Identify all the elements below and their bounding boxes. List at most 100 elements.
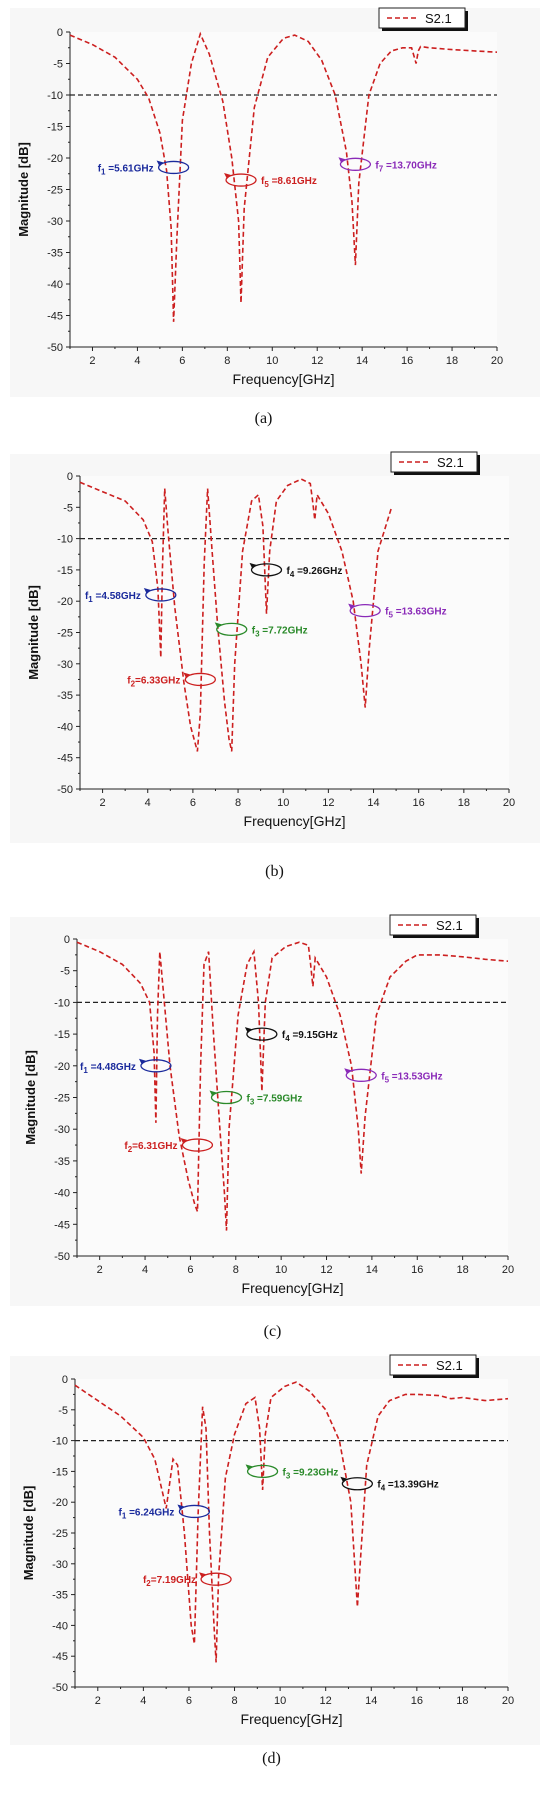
y-tick-label: -45	[54, 1219, 70, 1231]
x-tick-label: 16	[401, 355, 413, 367]
annotation-arrowhead	[244, 1027, 252, 1034]
x-tick-label: 18	[456, 1695, 468, 1707]
y-tick-label: 0	[57, 27, 63, 39]
y-tick-label: -35	[47, 248, 63, 260]
x-tick-label: 14	[366, 1264, 378, 1276]
annotation-arrowhead	[224, 173, 232, 180]
y-axis-label: Magnitude [dB]	[21, 1486, 36, 1581]
resonance-annotation: f1 =6.24GHz	[119, 1504, 211, 1520]
y-tick-label: -10	[52, 1436, 68, 1448]
annotation-label: f1 =4.58GHz	[85, 591, 141, 604]
plot-area	[80, 476, 509, 789]
y-tick-label: -30	[52, 1559, 68, 1571]
series-line-s21	[79, 478, 393, 752]
x-tick-label: 2	[89, 355, 95, 367]
annotation-loop	[341, 1477, 374, 1491]
annotation-label: f5 =13.63GHz	[385, 607, 446, 620]
annotation-loop	[345, 1068, 377, 1082]
legend-label: S2.1	[436, 918, 463, 933]
x-tick-label: 10	[274, 1695, 286, 1707]
y-tick-label: -10	[54, 997, 70, 1009]
y-tick-label: -25	[57, 628, 73, 640]
resonance-annotation: f4 =9.26GHz	[249, 562, 342, 579]
annotation-arrowhead	[209, 1090, 217, 1097]
x-tick-label: 20	[502, 1695, 514, 1707]
y-tick-label: -25	[52, 1528, 68, 1540]
annotation-loop	[246, 1027, 278, 1041]
annotation-arrowhead	[199, 1572, 207, 1579]
x-tick-label: 12	[311, 355, 323, 367]
y-tick-label: -15	[47, 122, 63, 134]
annotation-label: f7 =13.70GHz	[375, 160, 436, 173]
series-line-s21	[76, 941, 509, 1231]
x-axis-label: Frequency[GHz]	[242, 1280, 344, 1296]
x-tick-label: 18	[458, 797, 470, 809]
legend-label: S2.1	[425, 11, 452, 26]
resonance-annotation: f2=6.33GHz	[127, 672, 216, 688]
y-tick-label: -20	[54, 1061, 70, 1073]
x-tick-label: 10	[266, 355, 278, 367]
annotation-arrowhead	[348, 603, 356, 610]
x-axis-label: Frequency[GHz]	[244, 813, 346, 829]
y-tick-label: -35	[54, 1156, 70, 1168]
panel-caption: (a)	[255, 410, 273, 427]
annotation-loop	[210, 1090, 243, 1105]
annotation-label: f3 =9.23GHz	[283, 1467, 339, 1480]
x-tick-label: 10	[277, 797, 289, 809]
chart-panel-a: 0 -5 -10 -15 -20 -25 -30 -35 -40 -45 -50 2 4 6 8 10 12 14…	[10, 7, 540, 397]
annotation-loop	[246, 1464, 279, 1479]
annotation-loop	[200, 1572, 232, 1586]
annotation-label: f1 =5.61GHz	[98, 163, 154, 176]
legend-box	[378, 7, 466, 29]
resonance-annotation: f5 =8.61GHz	[224, 173, 317, 189]
annotation-arrowhead	[183, 672, 191, 679]
resonance-annotation: f4 =13.39GHz	[340, 1476, 439, 1493]
legend-label: S2.1	[437, 455, 464, 470]
resonance-annotation: f2=7.19GHz	[143, 1572, 232, 1588]
x-tick-label: 6	[186, 1695, 192, 1707]
y-tick-label: -40	[54, 1188, 70, 1200]
x-tick-label: 8	[224, 355, 230, 367]
y-tick-label: -35	[57, 690, 73, 702]
x-tick-label: 8	[231, 1695, 237, 1707]
x-tick-label: 16	[411, 1695, 423, 1707]
annotation-label: f5 =13.53GHz	[381, 1071, 442, 1084]
y-tick-label: -15	[54, 1029, 70, 1041]
x-tick-label: 14	[356, 355, 368, 367]
annotation-label: f2=7.19GHz	[143, 1575, 196, 1588]
annotation-loop	[145, 588, 177, 602]
series-line-s21	[74, 1381, 509, 1663]
resonance-annotation: f2=6.31GHz	[124, 1138, 214, 1154]
annotation-label: f3 =7.59GHz	[246, 1094, 302, 1107]
annotation-loop	[250, 563, 283, 577]
y-tick-label: -10	[47, 90, 63, 102]
resonance-annotation: f3 =7.72GHz	[214, 622, 308, 638]
y-tick-label: -5	[63, 502, 73, 514]
legend-label: S2.1	[436, 1358, 463, 1373]
x-tick-label: 10	[275, 1264, 287, 1276]
x-tick-label: 6	[187, 1264, 193, 1276]
resonance-annotation: f1 =4.48GHz	[80, 1058, 172, 1075]
x-tick-label: 12	[320, 1695, 332, 1707]
x-tick-label: 14	[365, 1695, 377, 1707]
x-axis-label: Frequency[GHz]	[233, 371, 335, 387]
y-tick-label: -45	[52, 1651, 68, 1663]
y-tick-label: -5	[60, 966, 70, 978]
y-tick-label: 0	[67, 471, 73, 483]
annotation-label: f2=6.33GHz	[127, 675, 180, 688]
annotation-loop	[225, 173, 257, 187]
legend-box	[389, 914, 477, 936]
x-tick-label: 18	[457, 1264, 469, 1276]
resonance-annotation: f3 =9.23GHz	[245, 1464, 339, 1480]
annotation-label: f3 =7.72GHz	[252, 625, 308, 638]
y-tick-label: -30	[57, 659, 73, 671]
annotation-loop	[140, 1059, 172, 1073]
x-tick-label: 6	[190, 797, 196, 809]
resonance-annotation: f1 =4.58GHz	[85, 587, 177, 604]
y-tick-label: -10	[57, 534, 73, 546]
y-axis-label: Magnitude [dB]	[26, 585, 41, 680]
panel-caption: (b)	[265, 863, 284, 880]
y-tick-label: -20	[52, 1497, 68, 1509]
y-tick-label: -15	[52, 1466, 68, 1478]
